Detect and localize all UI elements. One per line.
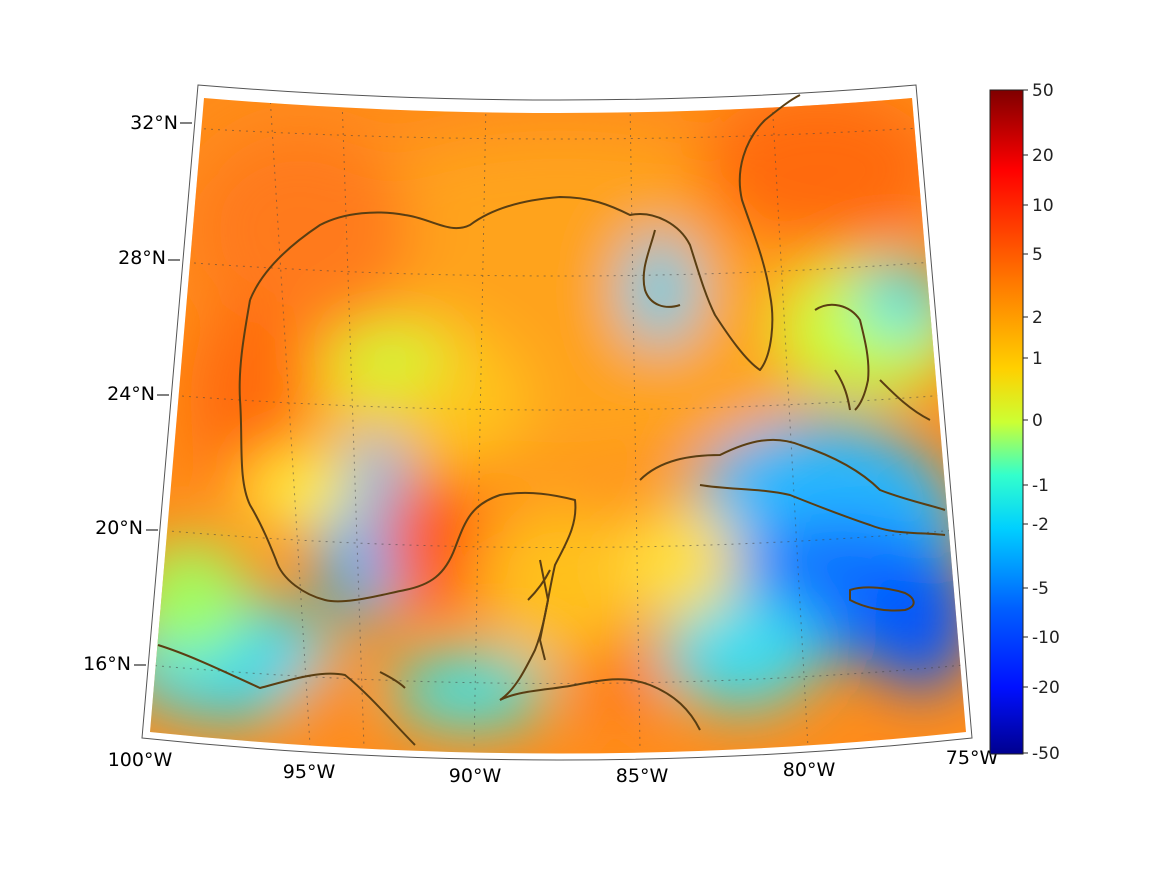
lat-label-16: 16°N	[83, 653, 131, 675]
colorbar-tick: -20	[1032, 678, 1060, 698]
lat-label-32: 32°N	[130, 112, 178, 134]
colorbar-tick: 2	[1032, 308, 1043, 328]
colorbar-tick: -10	[1032, 628, 1060, 648]
lat-label-28: 28°N	[118, 247, 166, 269]
lon-label-90: 90°W	[449, 765, 502, 787]
lat-label-20: 20°N	[95, 517, 143, 539]
colorbar-tick: 10	[1032, 196, 1054, 216]
lon-label-100: 100°W	[108, 749, 173, 771]
colorbar-tick: -5	[1032, 579, 1049, 599]
lon-label-85: 85°W	[616, 765, 669, 787]
lat-label-24: 24°N	[107, 383, 155, 405]
colorbar-tick: 50	[1032, 81, 1054, 101]
lon-label-75: 75°W	[946, 747, 999, 769]
lon-labels: 100°W 95°W 90°W 85°W 80°W 75°W	[108, 747, 999, 787]
colorbar-tick: 20	[1032, 146, 1054, 166]
colorbar-tick: -1	[1032, 476, 1049, 496]
map-frame	[141, 84, 973, 761]
lon-label-95: 95°W	[283, 761, 336, 783]
colorbar-tick: -50	[1032, 744, 1060, 764]
graticule	[150, 98, 965, 751]
lat-ticks	[134, 122, 192, 666]
colorbar-tick: 1	[1032, 349, 1043, 369]
colorbar-ramp	[989, 89, 1024, 755]
colorbar: 50 20 10 5 2 1 0 -1 -2 -5 -10 -20 -50	[989, 81, 1060, 764]
colorbar-tick: -2	[1032, 515, 1049, 535]
map-field	[150, 98, 966, 754]
lat-labels: 32°N 28°N 24°N 20°N 16°N	[83, 112, 178, 675]
colorbar-tick: 0	[1032, 411, 1043, 431]
lon-label-80: 80°W	[783, 759, 836, 781]
coastlines	[157, 94, 946, 746]
colorbar-tick: 5	[1032, 245, 1043, 265]
